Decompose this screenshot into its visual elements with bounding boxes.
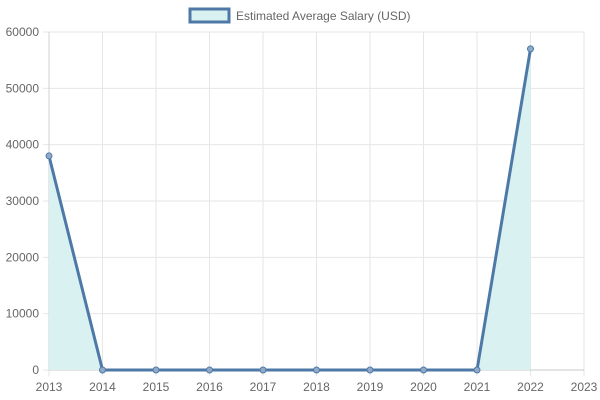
y-tick-label: 20000: [6, 250, 40, 264]
y-tick-label: 60000: [6, 25, 40, 39]
y-tick-label: 0: [32, 363, 39, 377]
x-tick-label: 2015: [143, 380, 170, 394]
data-point[interactable]: [259, 366, 267, 374]
x-tick-label: 2016: [196, 380, 223, 394]
series-area-fill: [49, 48, 531, 371]
data-point[interactable]: [366, 366, 374, 374]
legend[interactable]: Estimated Average Salary (USD): [188, 7, 411, 24]
legend-label[interactable]: Estimated Average Salary (USD): [236, 9, 411, 23]
x-tick-label: 2020: [410, 380, 437, 394]
x-tick-label: 2013: [36, 380, 63, 394]
x-tick-label: 2019: [357, 380, 384, 394]
data-point[interactable]: [99, 366, 106, 374]
series-line-layer: [47, 47, 532, 372]
legend-swatch[interactable]: [188, 7, 231, 24]
x-tick-label: 2017: [250, 380, 277, 394]
data-point[interactable]: [313, 366, 320, 374]
data-point[interactable]: [473, 366, 481, 374]
data-point[interactable]: [45, 152, 53, 160]
data-point[interactable]: [527, 45, 534, 53]
x-tick-label: 2021: [464, 380, 491, 394]
y-tick-label: 30000: [6, 194, 40, 208]
data-points: [45, 45, 534, 374]
x-tick-label: 2022: [517, 380, 544, 394]
x-tick-label: 2023: [571, 380, 598, 394]
area-fill-layer: [49, 48, 531, 371]
data-point[interactable]: [420, 366, 427, 374]
series-line: [47, 47, 532, 372]
x-tick-label: 2018: [303, 380, 330, 394]
y-tick-label: 40000: [6, 138, 40, 152]
data-point[interactable]: [206, 366, 213, 374]
data-point[interactable]: [152, 366, 160, 374]
y-tick-label: 50000: [6, 81, 40, 95]
x-tick-labels: 2013 2014 2015 2016 2017 2018 2019 2020 2021 2022…: [36, 380, 598, 394]
y-tick-labels: 0 10000 20000 30000 40000 50000 60000: [6, 25, 40, 377]
x-tick-label: 2014: [89, 380, 116, 394]
y-tick-label: 10000: [6, 307, 40, 321]
